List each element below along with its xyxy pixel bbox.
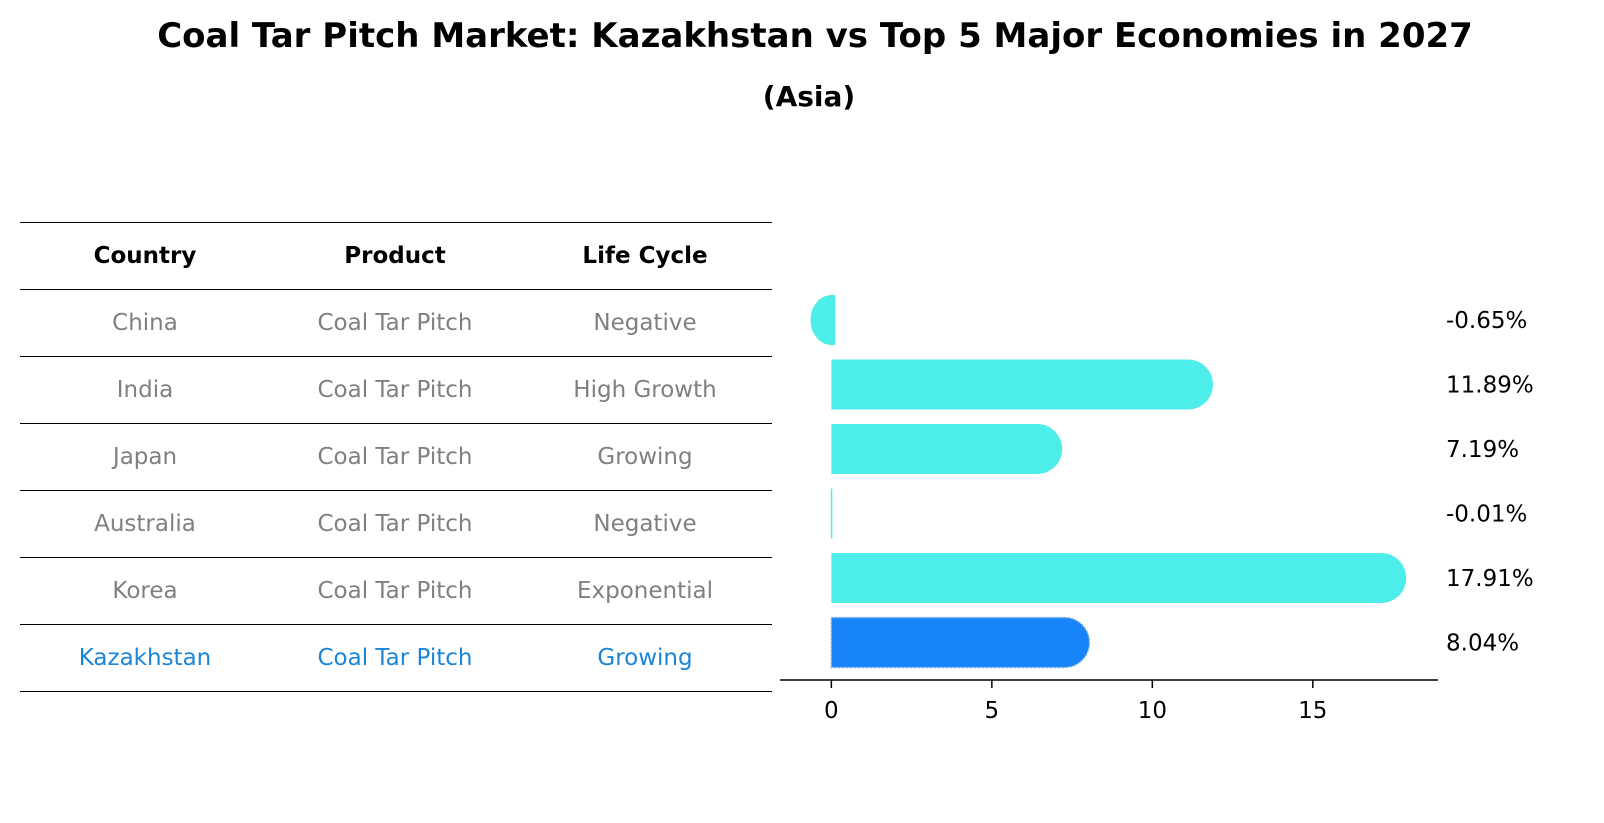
header-life-cycle: Life Cycle bbox=[582, 243, 708, 269]
bar-shape bbox=[830, 488, 833, 539]
table-rule bbox=[20, 624, 772, 625]
bar-shape bbox=[831, 424, 1063, 474]
cell-product: Coal Tar Pitch bbox=[317, 511, 473, 537]
cell-life-cycle: Growing bbox=[597, 645, 693, 671]
bar-india bbox=[831, 359, 1213, 410]
value-label: 11.89% bbox=[1446, 373, 1534, 399]
bar-korea bbox=[831, 553, 1407, 603]
table-rule bbox=[20, 289, 772, 290]
cell-country: Australia bbox=[94, 511, 196, 537]
cell-country: India bbox=[116, 377, 174, 403]
table-rule bbox=[20, 356, 772, 357]
header-country: Country bbox=[93, 243, 197, 269]
cell-life-cycle: Exponential bbox=[576, 578, 713, 604]
cell-country: China bbox=[112, 310, 178, 336]
chart-title: Coal Tar Pitch Market: Kazakhstan vs Top… bbox=[157, 16, 1473, 56]
table-row: Australia Coal Tar Pitch Negative bbox=[20, 491, 772, 557]
growth-bar-chart: -0.65% 11.89% 7.19% -0.01% 17.91% 8.04% 0 5 10 15 bbox=[780, 295, 1534, 724]
cell-country: Japan bbox=[112, 444, 178, 470]
cell-life-cycle: Growing bbox=[597, 444, 693, 470]
cell-product: Coal Tar Pitch bbox=[317, 310, 473, 336]
x-tick-label: 15 bbox=[1298, 698, 1327, 724]
value-label: 7.19% bbox=[1446, 437, 1519, 463]
bar-kazakhstan bbox=[830, 616, 1091, 669]
value-label: 8.04% bbox=[1446, 631, 1519, 657]
cell-country: Kazakhstan bbox=[78, 645, 212, 671]
cell-life-cycle: High Growth bbox=[573, 377, 717, 403]
table-row: Korea Coal Tar Pitch Exponential bbox=[20, 558, 772, 624]
cell-product: Coal Tar Pitch bbox=[317, 444, 473, 470]
bar-shape bbox=[810, 295, 836, 345]
bar-australia bbox=[830, 488, 833, 539]
cell-product: Coal Tar Pitch bbox=[317, 377, 473, 403]
x-tick-label: 0 bbox=[824, 698, 839, 724]
value-label: -0.65% bbox=[1446, 308, 1527, 334]
table-row-highlighted: Kazakhstan Coal Tar Pitch Growing bbox=[20, 625, 772, 691]
table-row: India Coal Tar Pitch High Growth bbox=[20, 357, 772, 423]
table-rule bbox=[20, 222, 772, 223]
bar-shape bbox=[830, 616, 1091, 669]
bar-japan bbox=[831, 424, 1063, 474]
bar-china bbox=[810, 295, 836, 345]
table-rule bbox=[20, 557, 772, 558]
cell-life-cycle: Negative bbox=[593, 310, 697, 336]
x-tick-label: 10 bbox=[1138, 698, 1167, 724]
data-table: Country Product Life Cycle China Coal Ta… bbox=[20, 222, 772, 692]
chart-subtitle: (Asia) bbox=[762, 80, 856, 113]
cell-product: Coal Tar Pitch bbox=[317, 578, 473, 604]
table-rule bbox=[20, 490, 772, 491]
header-product: Product bbox=[344, 243, 446, 269]
table-row: China Coal Tar Pitch Negative bbox=[20, 290, 772, 356]
x-tick-label: 5 bbox=[985, 698, 1000, 724]
table-rule bbox=[20, 691, 772, 692]
value-label: 17.91% bbox=[1446, 566, 1534, 592]
bar-shape bbox=[831, 553, 1407, 603]
bar-shape bbox=[831, 359, 1213, 410]
cell-life-cycle: Negative bbox=[593, 511, 697, 537]
table-header-row: Country Product Life Cycle bbox=[20, 223, 772, 289]
table-row: Japan Coal Tar Pitch Growing bbox=[20, 424, 772, 490]
cell-country: Korea bbox=[112, 578, 178, 604]
cell-product: Coal Tar Pitch bbox=[317, 645, 473, 671]
value-label: -0.01% bbox=[1446, 502, 1527, 528]
table-rule bbox=[20, 423, 772, 424]
